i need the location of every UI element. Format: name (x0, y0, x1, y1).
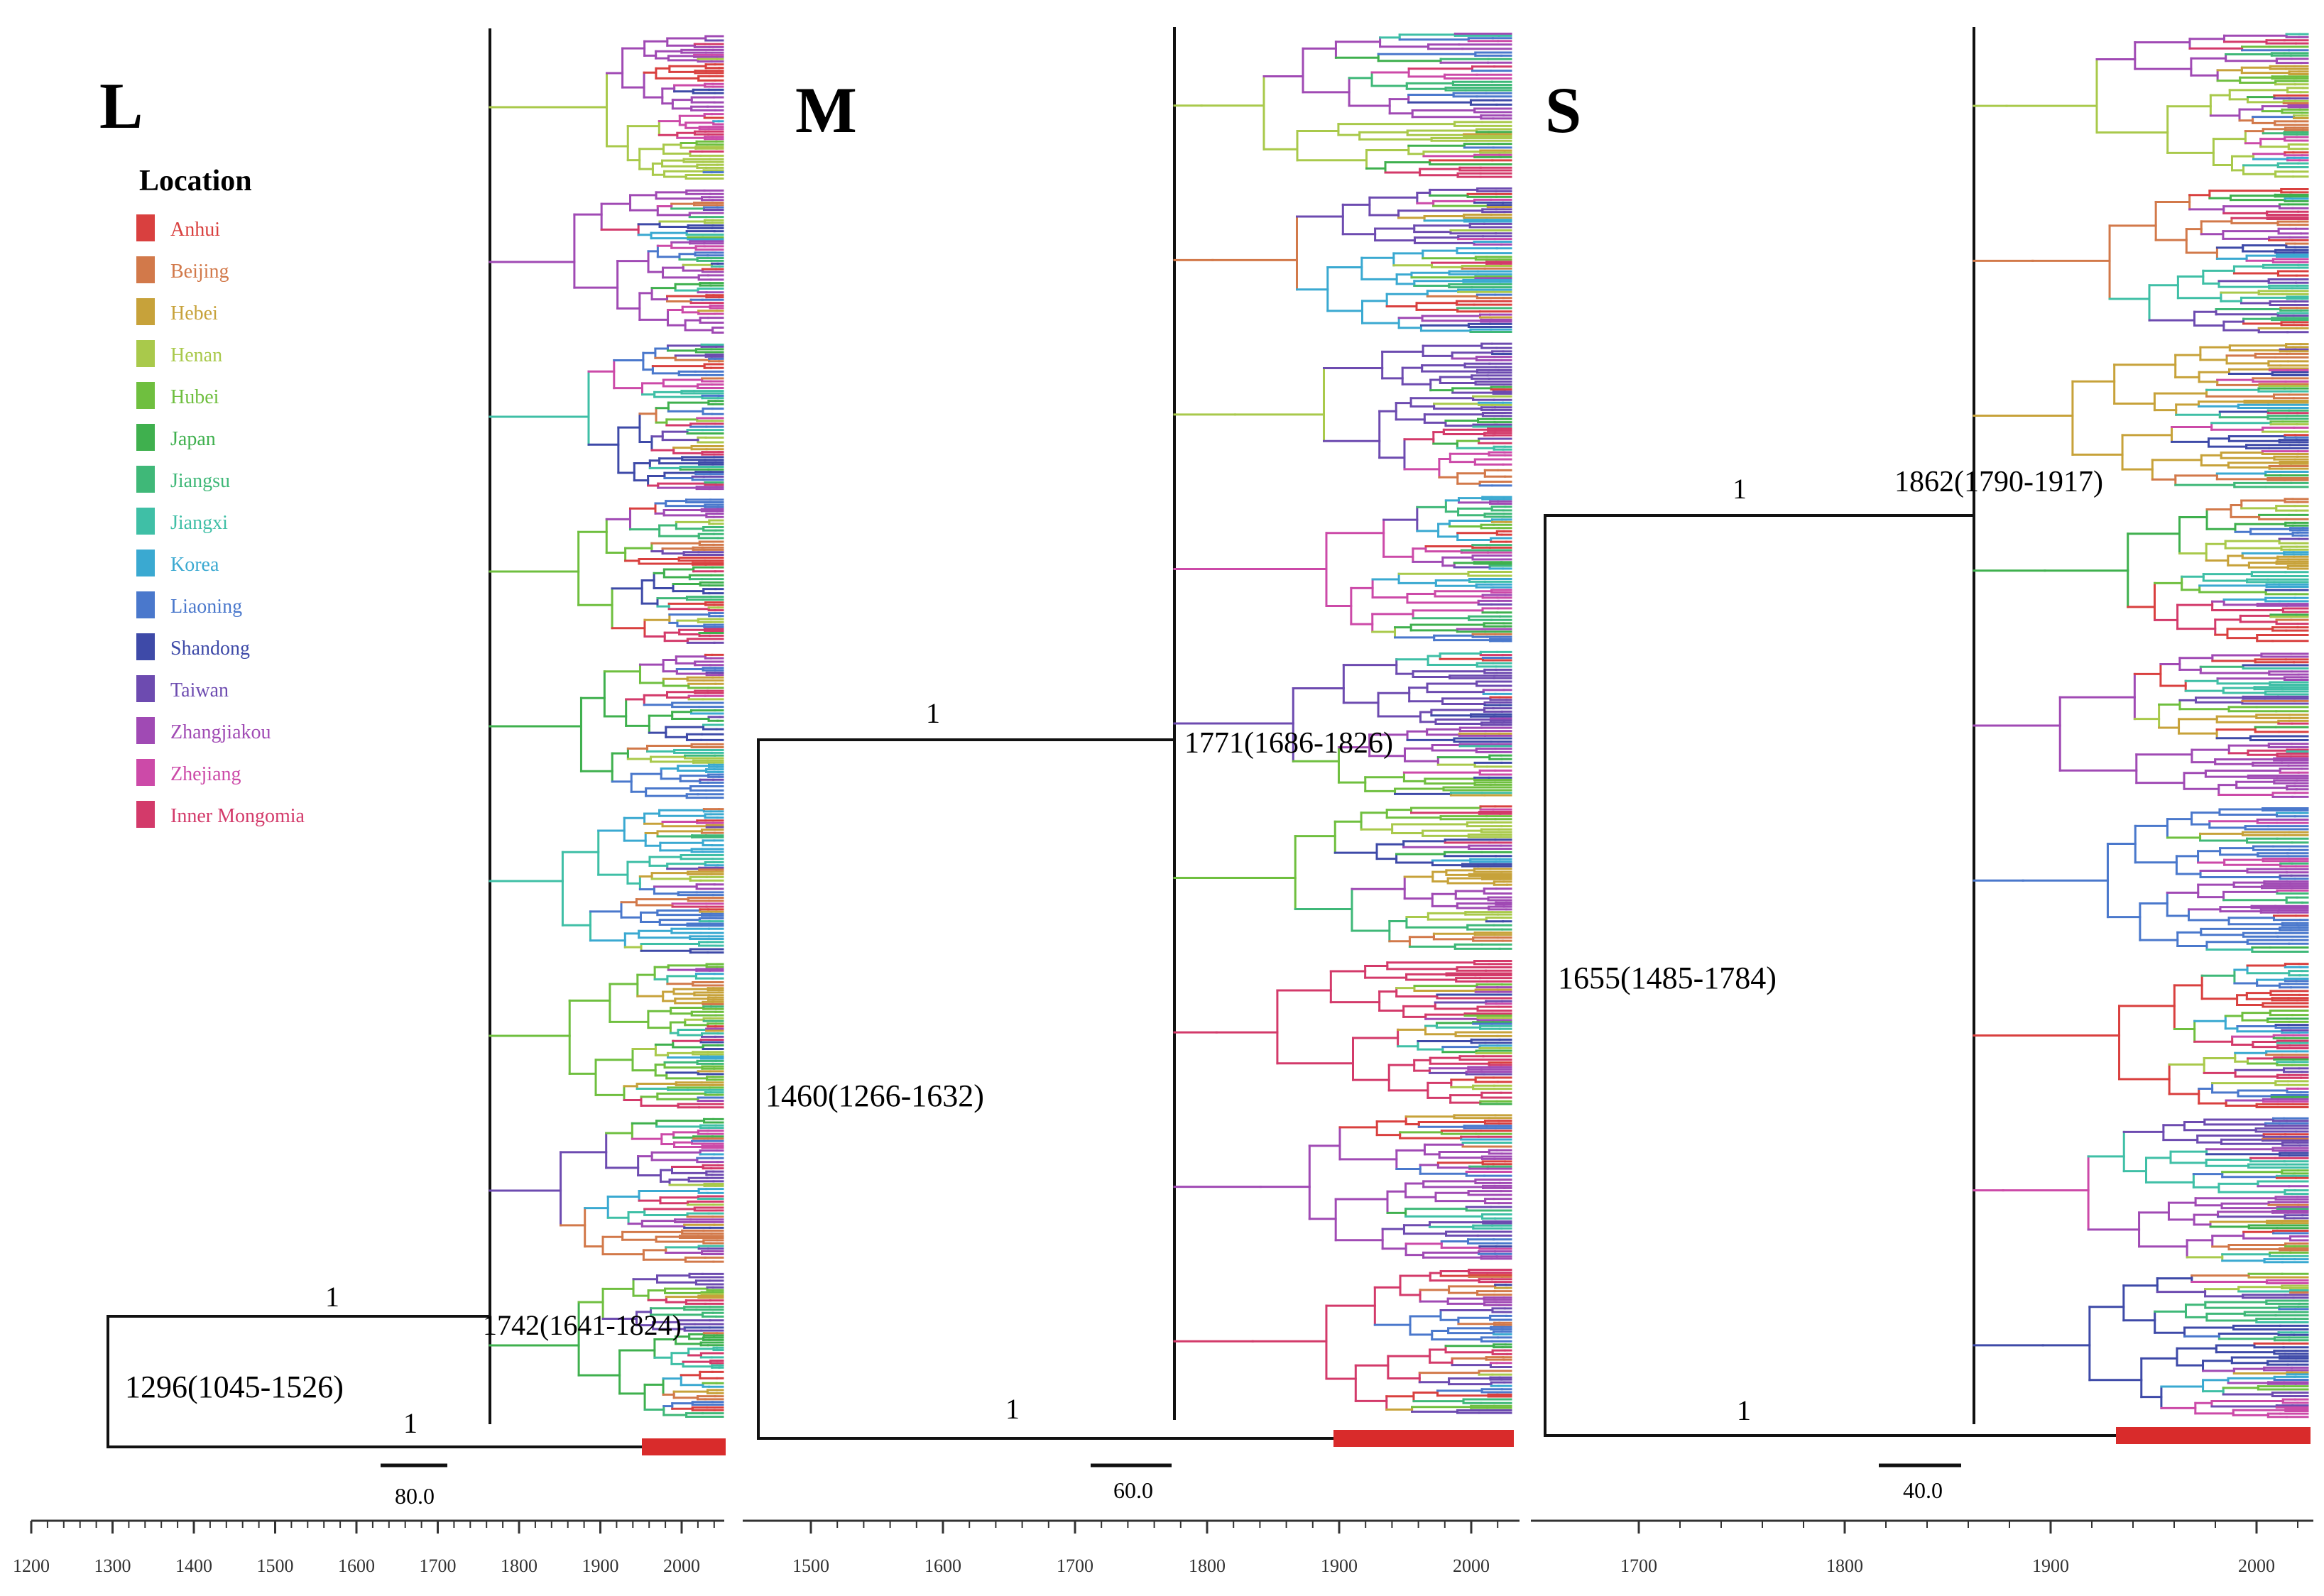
legend-swatch (136, 801, 155, 828)
support-lower: 1 (403, 1407, 418, 1439)
legend-label: Jiangsu (170, 470, 230, 492)
legend-swatch (136, 633, 155, 660)
axis-tick-label: 1200 (13, 1556, 50, 1576)
legend-label: Liaoning (170, 596, 242, 618)
axis-tick-label: 1800 (501, 1556, 538, 1576)
legend-item: Hubei (136, 382, 219, 409)
legend-label: Hubei (170, 386, 219, 408)
legend-item: Taiwan (136, 675, 229, 702)
axis-tick-label: 1300 (94, 1556, 131, 1576)
axis-tick-label: 1500 (792, 1556, 829, 1576)
highlight-bar (1333, 1430, 1514, 1447)
legend-item: Hebei (136, 298, 218, 325)
legend-swatch (136, 382, 155, 409)
tree-s (1544, 27, 2311, 1444)
legend-swatch (136, 508, 155, 535)
root-node-label: 1296(1045-1526) (125, 1370, 344, 1404)
legend-item: Liaoning (136, 591, 242, 618)
legend-item: Jiangxi (136, 508, 228, 535)
legend-label: Taiwan (170, 679, 229, 701)
legend-label: Beijing (170, 261, 229, 283)
scale-bar: 80.0 (381, 1463, 447, 1509)
axis-tick-label: 1900 (582, 1556, 619, 1576)
legend-items: Anhui Beijing Hebei Henan Hubei Japan Jiangsu J… (136, 214, 305, 828)
internal-node-label: 1742(1641-1824) (483, 1309, 682, 1341)
axis-tick-label: 1900 (1321, 1556, 1358, 1576)
legend-label: Jiangxi (170, 512, 228, 534)
legend-swatch (136, 466, 155, 493)
legend-swatch (136, 550, 155, 576)
tree-l (107, 28, 726, 1455)
legend-item: Zhangjiakou (136, 717, 271, 744)
axis-tick-label: 1400 (175, 1556, 212, 1576)
legend-label: Japan (170, 428, 216, 450)
legend-label: Hebei (170, 302, 218, 324)
legend-label: Anhui (170, 219, 220, 241)
axis-tick-label: 1700 (1057, 1556, 1093, 1576)
legend-label: Shandong (170, 638, 250, 660)
axis-tick-label: 1500 (257, 1556, 294, 1576)
legend: Location Anhui Beijing Hebei Henan Hubei Japa… (136, 165, 305, 828)
legend-label: Zhejiang (170, 763, 241, 785)
axis-tick-label: 2000 (663, 1556, 700, 1576)
support-upper: 1 (325, 1281, 339, 1313)
legend-swatch (136, 591, 155, 618)
scale-bar-label: 80.0 (395, 1483, 435, 1509)
legend-label: Inner Mongomia (170, 805, 305, 827)
panel-s: S 1 1 1655(1485-1784) 1862(1790-1917) 40… (1531, 27, 2313, 1576)
scale-bar: 60.0 (1091, 1463, 1172, 1503)
panel-l: L Location Anhui Beijing Hebei Henan Hubei Ja… (13, 28, 726, 1576)
internal-node-label: 1771(1686-1826) (1184, 727, 1393, 760)
scale-bar-label: 60.0 (1113, 1477, 1153, 1503)
axis-tick-label: 1600 (338, 1556, 375, 1576)
axis-tick-label: 1800 (1189, 1556, 1226, 1576)
panel-letter: L (99, 70, 143, 142)
legend-swatch (136, 424, 155, 451)
support-upper: 1 (926, 697, 940, 729)
tree-m (757, 27, 1514, 1447)
legend-swatch (136, 340, 155, 367)
legend-swatch (136, 298, 155, 325)
root-node-label: 1460(1266-1632) (765, 1078, 984, 1113)
time-axis: 1500 1600 1700 1800 1900 2000 (743, 1519, 1520, 1576)
axis-tick-label: 1700 (420, 1556, 457, 1576)
legend-title: Location (139, 165, 252, 197)
panel-m: M 1 1 1460(1266-1632) 1771(1686-1826) 60… (743, 27, 1520, 1576)
legend-item: Japan (136, 424, 216, 451)
highlight-bar (2116, 1427, 2311, 1444)
legend-swatch (136, 717, 155, 744)
legend-item: Henan (136, 340, 222, 367)
legend-swatch (136, 675, 155, 702)
legend-item: Zhejiang (136, 759, 241, 786)
axis-tick-label: 1600 (924, 1556, 961, 1576)
panel-letter: S (1545, 74, 1581, 146)
legend-item: Korea (136, 550, 219, 576)
legend-item: Shandong (136, 633, 250, 660)
legend-swatch (136, 759, 155, 786)
time-axis: 1200 1300 1400 1500 1600 1700 1800 1900 2000 (13, 1519, 724, 1576)
legend-item: Inner Mongomia (136, 801, 305, 828)
legend-item: Beijing (136, 256, 229, 283)
legend-swatch (136, 256, 155, 283)
panel-letter: M (795, 74, 857, 146)
legend-label: Henan (170, 344, 222, 366)
highlight-bar (642, 1438, 726, 1455)
legend-swatch (136, 214, 155, 241)
legend-label: Korea (170, 554, 219, 576)
legend-item: Jiangsu (136, 466, 230, 493)
legend-label: Zhangjiakou (170, 721, 271, 743)
legend-item: Anhui (136, 214, 220, 241)
axis-tick-label: 2000 (1453, 1556, 1490, 1576)
support-lower: 1 (1005, 1393, 1020, 1425)
